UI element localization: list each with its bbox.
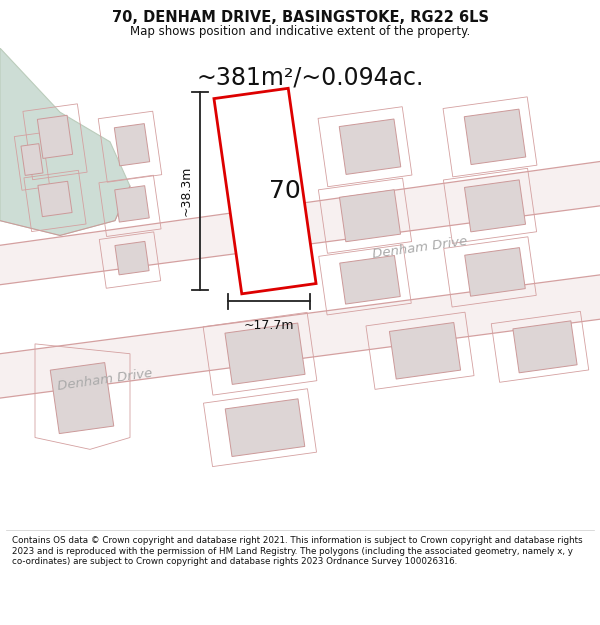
Polygon shape [513, 321, 577, 372]
Text: Denham Drive: Denham Drive [56, 368, 154, 394]
Polygon shape [339, 119, 401, 174]
Text: ~381m²/~0.094ac.: ~381m²/~0.094ac. [196, 66, 424, 90]
Polygon shape [50, 362, 114, 434]
Polygon shape [225, 399, 305, 456]
Polygon shape [340, 190, 401, 242]
Text: Denham Drive: Denham Drive [371, 235, 469, 261]
Polygon shape [464, 180, 526, 232]
Polygon shape [465, 248, 525, 296]
Polygon shape [115, 186, 149, 222]
Polygon shape [0, 161, 600, 285]
Polygon shape [38, 181, 72, 217]
Polygon shape [340, 256, 400, 304]
Text: 70: 70 [269, 179, 301, 203]
Text: Contains OS data © Crown copyright and database right 2021. This information is : Contains OS data © Crown copyright and d… [12, 536, 583, 566]
Polygon shape [21, 144, 43, 176]
Polygon shape [225, 323, 305, 384]
Text: Map shows position and indicative extent of the property.: Map shows position and indicative extent… [130, 26, 470, 39]
Polygon shape [0, 275, 600, 398]
Polygon shape [115, 124, 149, 166]
Polygon shape [37, 115, 73, 158]
Polygon shape [214, 88, 316, 294]
Text: 70, DENHAM DRIVE, BASINGSTOKE, RG22 6LS: 70, DENHAM DRIVE, BASINGSTOKE, RG22 6LS [112, 9, 488, 24]
Text: ~38.3m: ~38.3m [179, 166, 193, 216]
Polygon shape [115, 241, 149, 275]
Text: ~17.7m: ~17.7m [244, 319, 294, 332]
Polygon shape [389, 322, 461, 379]
Polygon shape [0, 48, 130, 236]
Polygon shape [464, 109, 526, 164]
